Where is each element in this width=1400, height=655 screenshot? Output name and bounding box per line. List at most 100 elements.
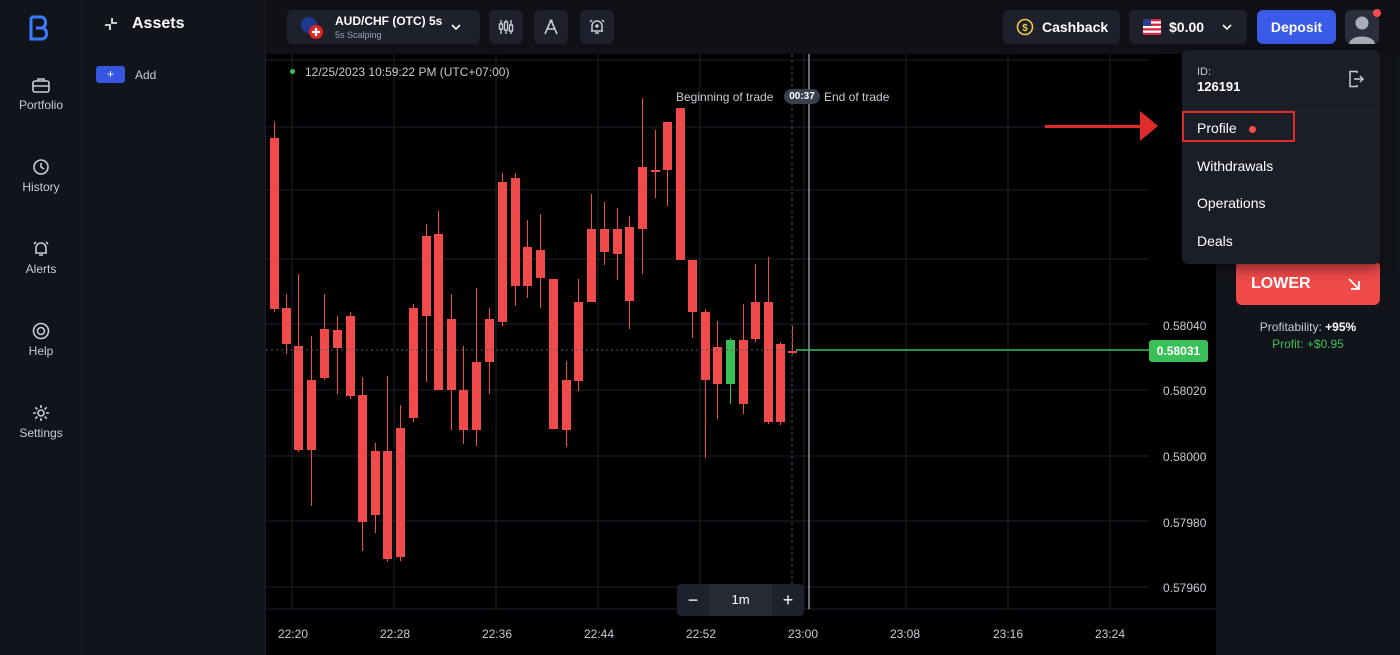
candle-body bbox=[409, 308, 418, 418]
profile-highlight-box bbox=[1182, 111, 1295, 142]
candle-body bbox=[587, 229, 596, 302]
chevron-down-icon bbox=[1222, 24, 1232, 31]
candle-body bbox=[613, 229, 622, 254]
asset-selector[interactable]: AUD/CHF (OTC) 5s 5s Scalping bbox=[287, 10, 480, 44]
price-alert-button[interactable] bbox=[580, 10, 614, 44]
candle-body bbox=[676, 108, 685, 260]
nav-item-portfolio[interactable]: Portfolio bbox=[0, 76, 82, 112]
candle-body bbox=[751, 302, 760, 339]
time-tick: 23:00 bbox=[788, 627, 819, 641]
candle-body bbox=[511, 178, 520, 286]
candle-body bbox=[600, 229, 609, 252]
deposit-button[interactable]: Deposit bbox=[1257, 10, 1336, 44]
trade-timer: 00:37 bbox=[784, 89, 820, 104]
candle-body bbox=[574, 302, 583, 381]
menu-item-withdrawals[interactable]: Withdrawals bbox=[1197, 158, 1274, 174]
alarm-add-icon bbox=[589, 19, 605, 34]
lifebuoy-icon bbox=[32, 322, 50, 340]
nav-item-settings[interactable]: Settings bbox=[0, 404, 82, 440]
candle-body bbox=[788, 351, 797, 353]
time-tick: 22:44 bbox=[584, 627, 615, 641]
left-nav: Portfolio History Alerts Help Settings bbox=[0, 0, 82, 655]
candle-body bbox=[651, 170, 660, 172]
cashback-label: Cashback bbox=[1042, 19, 1109, 35]
svg-text:$: $ bbox=[1022, 23, 1028, 34]
candle-body bbox=[371, 451, 380, 515]
nav-label: History bbox=[22, 180, 60, 194]
chart-canvas[interactable] bbox=[266, 54, 1216, 655]
logout-icon[interactable] bbox=[1348, 70, 1364, 88]
lower-label: LOWER bbox=[1251, 275, 1311, 292]
menu-item-profile[interactable]: Profile bbox=[1197, 120, 1237, 136]
balance-amount: $0.00 bbox=[1169, 19, 1205, 35]
asset-name: AUD/CHF (OTC) 5s bbox=[335, 14, 443, 28]
annotation-arrow-line bbox=[1045, 125, 1145, 128]
lower-button[interactable]: LOWER bbox=[1236, 261, 1380, 305]
price-tick: 0.57980 bbox=[1163, 516, 1207, 530]
time-tick: 22:28 bbox=[380, 627, 411, 641]
candle-body bbox=[472, 362, 481, 430]
time-tick: 22:52 bbox=[686, 627, 717, 641]
nav-label: Portfolio bbox=[18, 98, 64, 112]
time-tick: 23:24 bbox=[1095, 627, 1126, 641]
candle-body bbox=[383, 451, 392, 559]
zoom-in-button[interactable]: + bbox=[782, 590, 794, 610]
user-avatar-icon bbox=[1349, 16, 1375, 44]
candle-body bbox=[713, 347, 722, 384]
nav-item-help[interactable]: Help bbox=[0, 322, 82, 358]
chevron-down-icon bbox=[451, 24, 461, 31]
time-tick: 23:16 bbox=[993, 627, 1024, 641]
candle-body bbox=[562, 380, 571, 430]
currency-flags-icon bbox=[301, 17, 323, 39]
candle-body bbox=[739, 340, 748, 404]
candle-body bbox=[422, 236, 431, 316]
drawing-tools-button[interactable] bbox=[534, 10, 568, 44]
nav-item-history[interactable]: History bbox=[0, 158, 82, 194]
top-bar: AUD/CHF (OTC) 5s 5s Scalping $ Cashback bbox=[266, 0, 1400, 54]
time-tick: 23:08 bbox=[890, 627, 921, 641]
add-asset-label[interactable]: Add bbox=[135, 68, 157, 82]
assets-panel: Assets + Add bbox=[82, 0, 266, 655]
briefcase-icon bbox=[32, 78, 50, 93]
candle-body bbox=[498, 182, 507, 322]
zoom-out-button[interactable]: − bbox=[687, 590, 699, 610]
nav-label: Help bbox=[28, 344, 54, 358]
profit-label: Profit: bbox=[1272, 337, 1304, 351]
profile-notification-dot bbox=[1249, 126, 1256, 133]
profitability-value: +95% bbox=[1325, 320, 1357, 334]
candle-body bbox=[333, 330, 342, 348]
indicators-button[interactable] bbox=[489, 10, 523, 44]
candles-icon bbox=[498, 20, 514, 34]
assets-title: Assets bbox=[132, 15, 185, 32]
candle-body bbox=[459, 390, 468, 430]
timeframe-control: − 1m + bbox=[677, 584, 804, 616]
collapse-icon[interactable] bbox=[104, 17, 118, 31]
candle-body bbox=[726, 340, 735, 384]
candle-body bbox=[346, 316, 355, 396]
price-tick: 0.58040 bbox=[1163, 319, 1207, 333]
timeframe-value[interactable]: 1m bbox=[709, 584, 772, 616]
candle-body bbox=[523, 247, 532, 286]
nav-label: Settings bbox=[19, 426, 63, 440]
price-tick: 0.58020 bbox=[1163, 384, 1207, 398]
gear-icon bbox=[33, 405, 49, 421]
candle-body bbox=[307, 380, 316, 450]
candle-body bbox=[320, 329, 329, 378]
candle-body bbox=[764, 302, 773, 422]
candle-body bbox=[688, 260, 697, 312]
price-chart[interactable]: 12/25/2023 10:59:22 PM (UTC+07:00) Begin… bbox=[266, 54, 1216, 655]
user-id-label: ID: bbox=[1197, 66, 1212, 78]
candle-body bbox=[663, 122, 672, 170]
nav-item-alerts[interactable]: Alerts bbox=[0, 240, 82, 276]
balance-selector[interactable]: $0.00 bbox=[1129, 10, 1247, 44]
add-asset-button[interactable]: + bbox=[96, 66, 125, 83]
candle-body bbox=[625, 227, 634, 301]
menu-divider bbox=[1182, 110, 1380, 111]
profitability-label: Profitability: bbox=[1259, 320, 1322, 334]
candle-body bbox=[485, 319, 494, 362]
beginning-of-trade-label: Beginning of trade bbox=[676, 90, 774, 104]
cashback-button[interactable]: $ Cashback bbox=[1003, 10, 1120, 44]
menu-item-operations[interactable]: Operations bbox=[1197, 195, 1266, 211]
menu-item-deals[interactable]: Deals bbox=[1197, 233, 1233, 249]
logo-icon[interactable] bbox=[27, 14, 53, 42]
